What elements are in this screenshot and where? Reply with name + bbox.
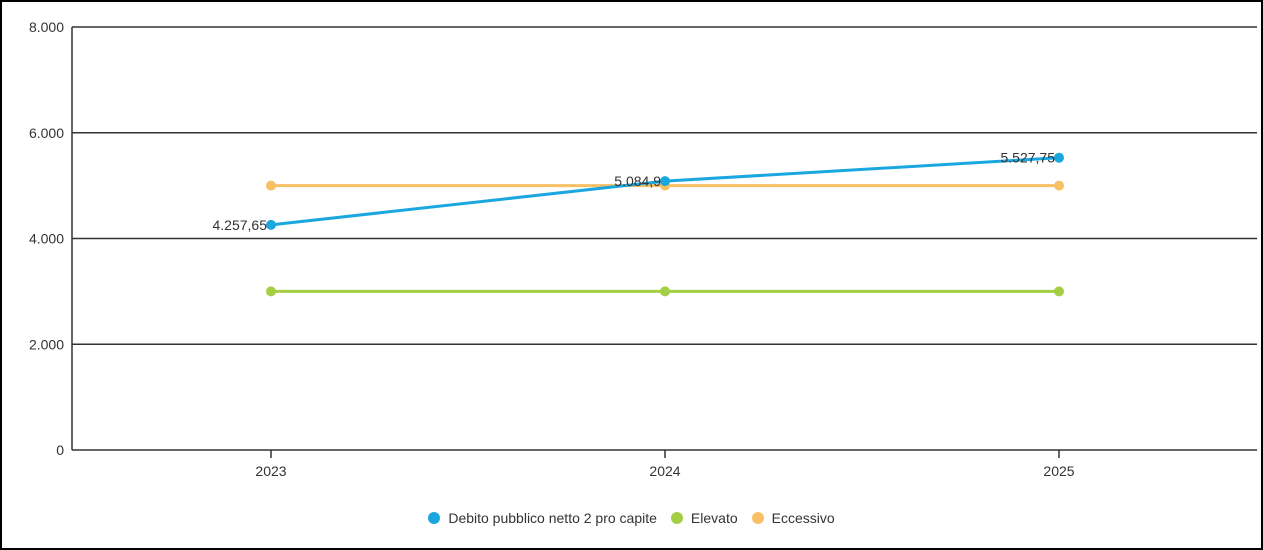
data-point[interactable] xyxy=(266,219,276,230)
x-tick-label: 2023 xyxy=(255,463,286,479)
data-label: 4.257,65 xyxy=(213,217,268,233)
data-point[interactable] xyxy=(1054,286,1064,297)
legend-item[interactable]: Eccessivo xyxy=(751,510,835,526)
legend-item[interactable]: Debito pubblico netto 2 pro capite xyxy=(428,510,657,526)
chart-legend: Debito pubblico netto 2 pro capite Elevat… xyxy=(2,510,1261,526)
data-point[interactable] xyxy=(266,286,276,297)
legend-label: Elevato xyxy=(690,510,738,526)
x-tick-label: 2024 xyxy=(649,463,680,479)
x-tick-label: 2025 xyxy=(1043,463,1074,479)
y-tick-label: 6.000 xyxy=(29,125,64,141)
series-line-0 xyxy=(270,156,1060,227)
legend-marker xyxy=(670,512,683,524)
legend-label: Eccessivo xyxy=(771,510,835,526)
legend-marker xyxy=(751,512,764,524)
legend-item[interactable]: Elevato xyxy=(670,510,738,526)
legend-label: Debito pubblico netto 2 pro capite xyxy=(448,510,657,526)
data-point[interactable] xyxy=(266,180,276,191)
data-point[interactable] xyxy=(660,176,670,187)
data-point[interactable] xyxy=(660,286,670,297)
line-chart: 0 2.000 4.000 6.000 8.000 2023 2024 2025 4.257,6… xyxy=(29,19,1257,479)
data-label: 5.527,75 xyxy=(1001,150,1056,166)
y-tick-label: 0 xyxy=(56,442,64,458)
legend-marker xyxy=(428,512,441,524)
y-tick-label: 4.000 xyxy=(29,231,64,247)
data-label: 5.084,9 xyxy=(614,173,661,189)
y-tick-label: 2.000 xyxy=(29,336,64,352)
y-tick-label: 8.000 xyxy=(29,19,64,35)
data-point[interactable] xyxy=(1054,180,1064,191)
data-point[interactable] xyxy=(1054,152,1064,163)
